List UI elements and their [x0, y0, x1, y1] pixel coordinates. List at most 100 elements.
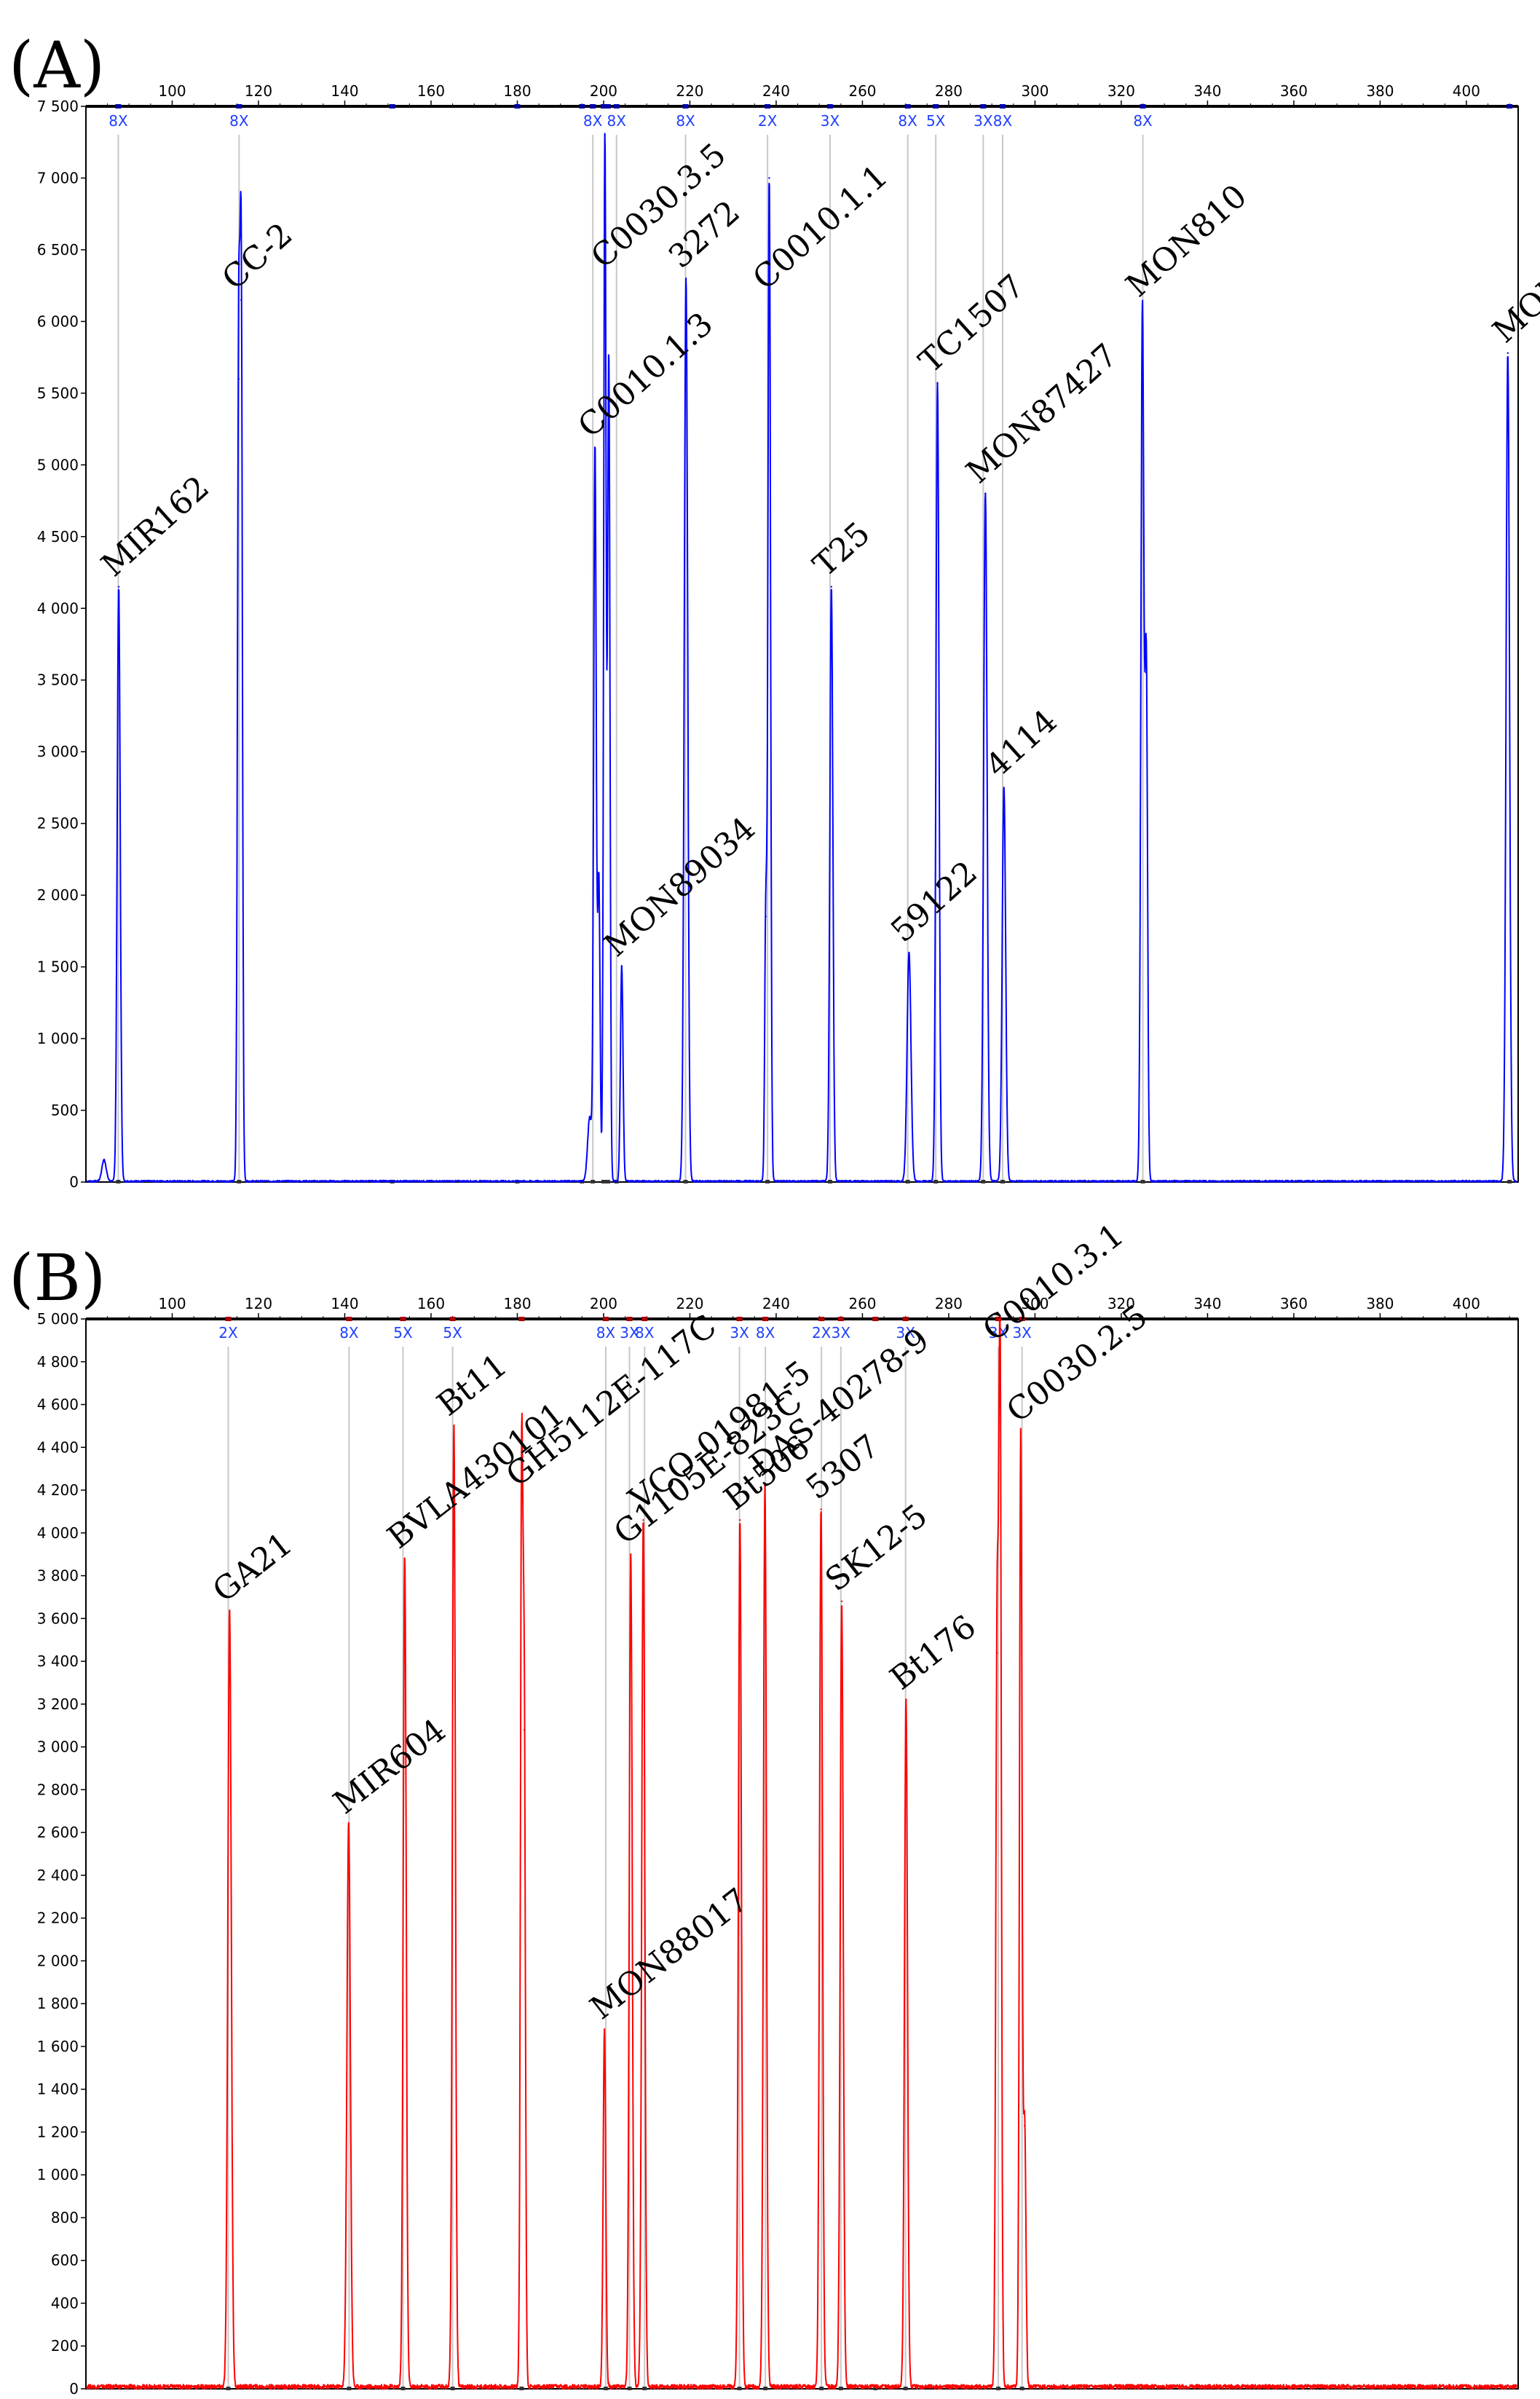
panel-b-x-tick-label: 380	[1366, 1295, 1394, 1312]
panel-a-peak	[607, 356, 610, 358]
panel-b-x-tick-label: 300	[1021, 1295, 1049, 1312]
panel-b-bin-annotation: 8X	[339, 1324, 359, 1342]
panel-b-bin-annotation: 2X	[812, 1324, 832, 1342]
panel-b-peak	[521, 1495, 523, 1498]
panel-b-y-tick-label: 1 200	[37, 2123, 79, 2140]
panel-a-x-tick-label: 300	[1021, 82, 1049, 100]
panel-a-bin-marker-bottom	[237, 1180, 242, 1183]
panel-a-peak	[1145, 671, 1148, 674]
panel-b-peak-label: Bt176	[883, 1608, 983, 1698]
panel-b-x-tick-label: 160	[417, 1295, 445, 1312]
panel-a-peak	[936, 382, 939, 385]
panel-b-bin-marker-top	[837, 1317, 844, 1321]
panel-a-bin-marker-bottom	[1140, 1180, 1145, 1183]
panel-a-peak	[830, 586, 832, 588]
panel-a-peak	[604, 134, 606, 136]
panel-b-bin-annotation: 8X	[596, 1324, 616, 1342]
panel-b-y-tick-label: 2 400	[37, 1867, 79, 1884]
panel-a-bin-annotation: 8X	[993, 112, 1013, 130]
panel-a-x-tick-label: 340	[1193, 82, 1221, 100]
panel-b-peak	[840, 1600, 843, 1603]
panel-b-bin-marker-bottom	[819, 2387, 824, 2390]
panel-a: (A) 100 120 140 160 180 200 220 240 260 280 300 320 3…	[9, 28, 1540, 1191]
panel-b-y-tick-label: 1 600	[37, 2038, 79, 2055]
panel-a-marker-top	[514, 104, 521, 109]
panel-a-bin-marker-bottom	[981, 1180, 986, 1183]
panel-b-peak	[738, 1518, 741, 1521]
panel-b-x-tick-label: 100	[158, 1295, 186, 1312]
panel-b-peak	[1024, 2124, 1026, 2127]
panel-b-y-tick-label: 4 600	[37, 1396, 79, 1414]
panel-a-bin-marker-bottom	[683, 1180, 688, 1183]
panel-b-y-tick-label: 5 000	[37, 1310, 79, 1328]
panel-a-peak-label: MON810	[1119, 178, 1254, 304]
panel-b-bin-marker-bottom	[1019, 2387, 1024, 2390]
panel-b-peak	[820, 1508, 822, 1510]
panel-a-y-tick-label: 5 000	[37, 456, 79, 473]
panel-b-y-tick-label: 1 800	[37, 1995, 79, 2012]
panel-b-y-tick-label: 3 600	[37, 1610, 79, 1627]
panel-a-bin-annotation: 8X	[229, 112, 249, 130]
panel-a-y-tick-label: 3 000	[37, 743, 79, 760]
panel-b-bin-marker-top	[449, 1317, 456, 1321]
panel-b-peak	[347, 1823, 350, 1825]
panel-a-peak	[237, 377, 240, 380]
panel-a-bin-marker-top	[590, 104, 596, 109]
panel-b-y-tick-label: 2 600	[37, 1824, 79, 1841]
panel-b-peak	[642, 1518, 644, 1521]
panel-a-peak	[117, 586, 120, 588]
panel-a-bin-marker-top	[765, 104, 771, 109]
panel-a-marker-bottom	[601, 1180, 606, 1183]
panel-a-bin-marker-top	[236, 104, 242, 109]
panel-b-y-tick-label: 2 800	[37, 1781, 79, 1798]
panel-b-bin-annotation: 2X	[218, 1324, 238, 1342]
panel-b-bin-marker-bottom	[996, 2387, 1001, 2390]
panel-a-peak	[103, 1159, 106, 1162]
panel-b-bin-marker-bottom	[903, 2387, 908, 2390]
panel-b-peak	[996, 1652, 998, 1654]
panel-b-y-tick-label: 4 400	[37, 1438, 79, 1456]
panel-b-y-tick-label: 3 000	[37, 1738, 79, 1756]
panel-b-y-tick-label: 3 400	[37, 1652, 79, 1670]
panel-b-bin-marker-bottom	[838, 2387, 843, 2390]
panel-a-peak-label: CC-2	[216, 216, 300, 297]
panel-a-marker-top	[389, 104, 395, 109]
panel-a-bin-marker-top	[904, 104, 911, 109]
panel-a-x-tick-label: 100	[158, 82, 186, 100]
panel-a-x-tick-label: 400	[1453, 82, 1480, 100]
panel-b-bin-marker-top	[995, 1317, 1002, 1321]
panel-a-y-tick-label: 7 500	[37, 98, 79, 115]
panel-a-marker-bottom	[605, 1180, 610, 1183]
panel-a-bin-marker-top	[999, 104, 1006, 109]
panel-a-bin-marker-top	[1140, 104, 1146, 109]
panel-a-peak	[908, 951, 910, 954]
panel-b-y-tick-label: 600	[51, 2252, 79, 2269]
panel-b-bin-marker-bottom	[226, 2387, 231, 2390]
panel-b-bin-marker-bottom	[737, 2387, 742, 2390]
panel-b-peak	[229, 1611, 231, 1613]
panel-a-bin-marker-top	[980, 104, 987, 109]
panel-b-marker-top	[872, 1317, 879, 1321]
panel-a-bin-marker-bottom	[828, 1180, 833, 1183]
panel-b-y-tick-label: 4 200	[37, 1481, 79, 1499]
panel-b-y-tick-label: 1 400	[37, 2081, 79, 2098]
panel-b-peak	[1019, 1431, 1022, 1433]
panel-b-bin-marker-bottom	[763, 2387, 768, 2390]
panel-a-bin-marker-bottom	[1000, 1180, 1005, 1183]
panel-a-y-tick-label: 2 500	[37, 815, 79, 832]
panel-a-y-tick-label: 6 500	[37, 241, 79, 259]
panel-b-marker-top	[518, 1317, 525, 1321]
panel-b-peak	[603, 2028, 606, 2030]
panel-a-bin-annotation: 3X	[821, 112, 840, 130]
panel-a-peak	[1003, 787, 1005, 789]
panel-a-y-tick-label: 1 000	[37, 1030, 79, 1047]
panel-a-peak-label: TC1507	[912, 267, 1031, 380]
panel-a-bin-annotation: 5X	[926, 112, 946, 130]
panel-b-y-tick-label: 4 800	[37, 1353, 79, 1371]
panel-b-peak	[999, 1350, 1001, 1352]
panel-b-x-tick-label: 340	[1193, 1295, 1221, 1312]
panel-a-label: (A)	[9, 28, 105, 103]
panel-b-marker-bottom	[873, 2387, 878, 2390]
panel-b-peak-label: MIR604	[327, 1711, 453, 1821]
panel-b-bin-marker-top	[736, 1317, 743, 1321]
